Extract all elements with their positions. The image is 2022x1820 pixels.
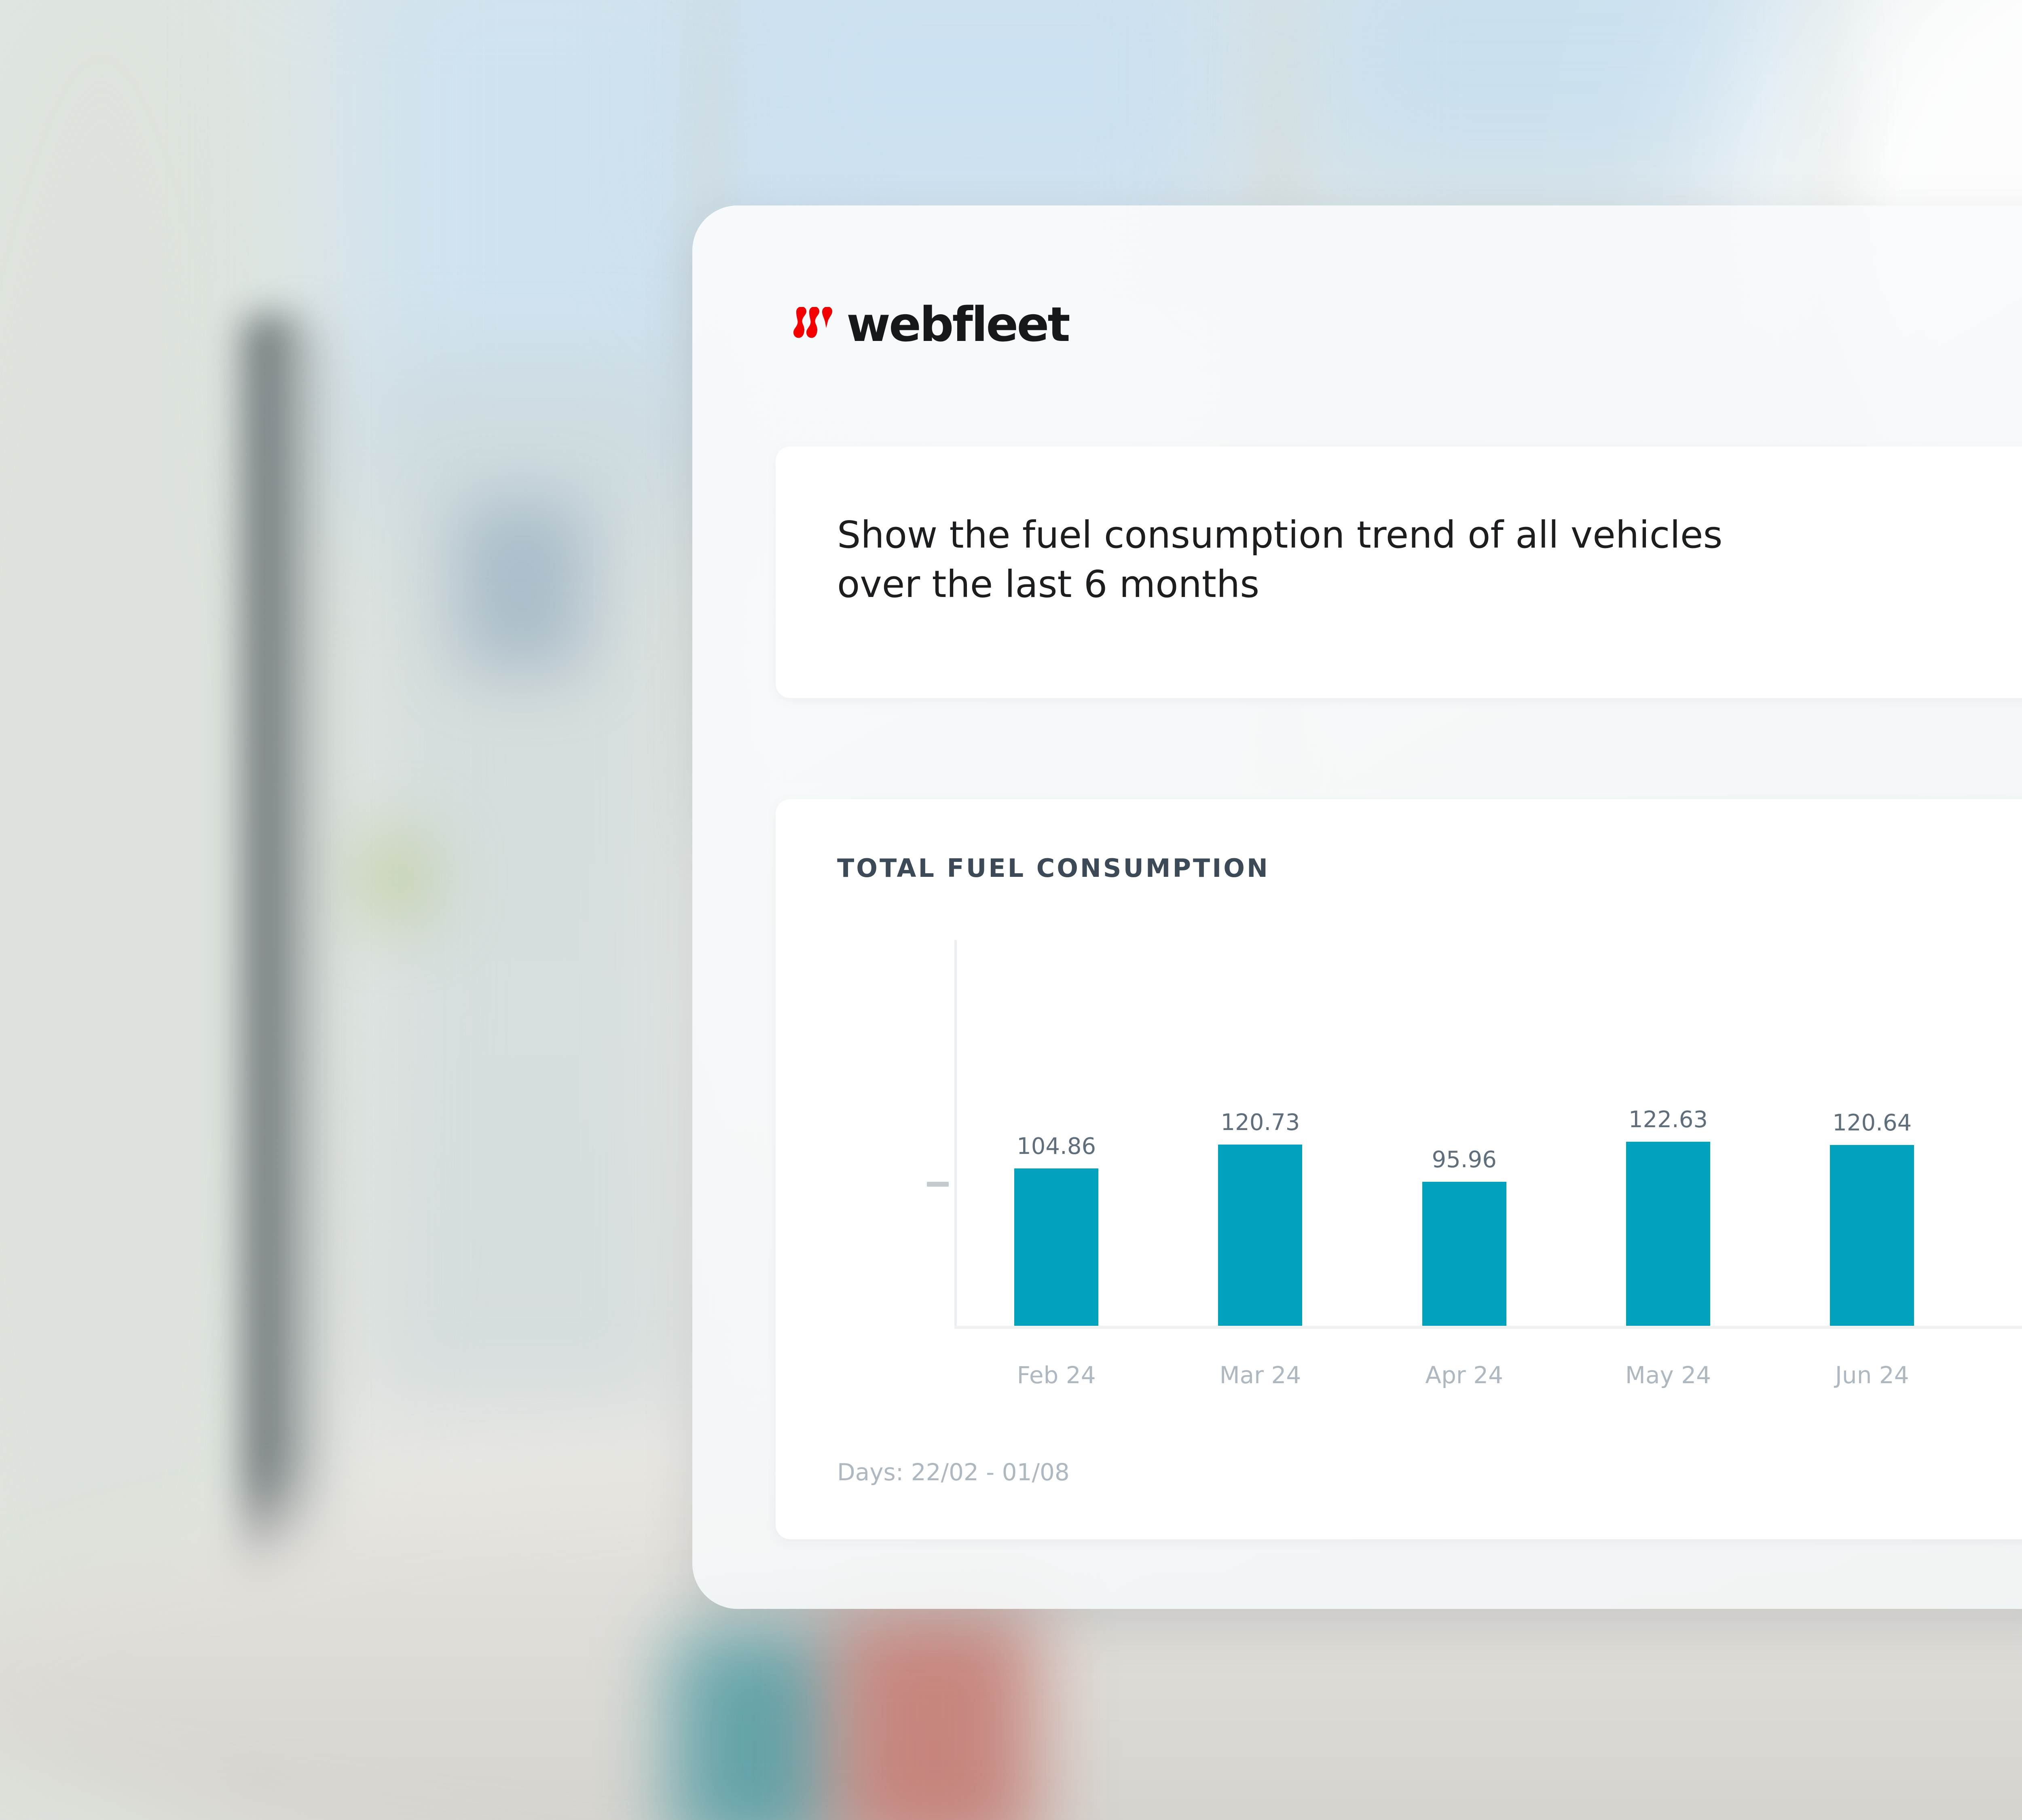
bar-value-label: 122.63: [1629, 1107, 1708, 1133]
bar[interactable]: [1626, 1142, 1710, 1326]
webfleet-logo: webfleet: [791, 296, 1070, 352]
bar-slot: 120.73 Mar 24: [1158, 933, 1362, 1389]
webfleet-s-marks-logo-icon: [791, 307, 836, 343]
bar[interactable]: [1218, 1145, 1303, 1326]
x-axis-label: May 24: [1625, 1361, 1711, 1389]
bar[interactable]: [1422, 1182, 1506, 1326]
bar-slot: 104.86 Feb 24: [954, 933, 1158, 1389]
bar-slot: 95.96 Apr 24: [1362, 933, 1566, 1389]
background-blue-object: [457, 502, 586, 671]
background-teal-object: [671, 1630, 841, 1820]
prompt-card: Show the fuel consumption trend of all v…: [776, 447, 2022, 698]
bar-chart-plot: 104.86 Feb 24 120.73 Mar 24 95.96 Apr 24 122.6…: [837, 933, 2022, 1410]
x-axis-label: Mar 24: [1219, 1361, 1301, 1389]
bar-value-label: 120.64: [1832, 1110, 1912, 1136]
prompt-text: Show the fuel consumption trend of all v…: [837, 513, 1723, 606]
webfleet-wordmark: webfleet: [846, 296, 1070, 352]
chart-title: TOTAL FUEL CONSUMPTION: [837, 853, 1270, 883]
bar-slot: 120.64 Jun 24: [1770, 933, 1974, 1389]
bar-value-label: 104.86: [1017, 1133, 1096, 1160]
y-axis-line: [954, 940, 957, 1328]
x-axis-label: Feb 24: [1017, 1361, 1096, 1389]
bar-series: 104.86 Feb 24 120.73 Mar 24 95.96 Apr 24 122.6…: [954, 933, 2022, 1389]
y-axis-tick: [927, 1182, 949, 1187]
x-axis-label: Apr 24: [1425, 1361, 1503, 1389]
bar[interactable]: [1014, 1168, 1099, 1326]
chart-card: TOTAL FUEL CONSUMPTION 104.86 Feb 24 120.7…: [776, 799, 2022, 1539]
background-green-object: [356, 829, 437, 926]
background-salmon-object: [833, 1610, 1035, 1820]
x-axis-line: [954, 1326, 2022, 1329]
bar-slot: 249.04Jul 24: [1974, 933, 2022, 1329]
x-axis-label: Jun 24: [1835, 1361, 1909, 1389]
glass-panel: webfleet Show the fuel consumption trend…: [692, 205, 2022, 1609]
bar-value-label: 95.96: [1432, 1147, 1497, 1173]
bar-value-label: 120.73: [1220, 1109, 1300, 1136]
chart-footer-caption: Days: 22/02 - 01/08: [837, 1458, 1070, 1486]
bar[interactable]: [1830, 1145, 1914, 1326]
background-door-frame-highlight: [283, 324, 319, 1739]
bar-slot: 122.63 May 24: [1566, 933, 1770, 1389]
